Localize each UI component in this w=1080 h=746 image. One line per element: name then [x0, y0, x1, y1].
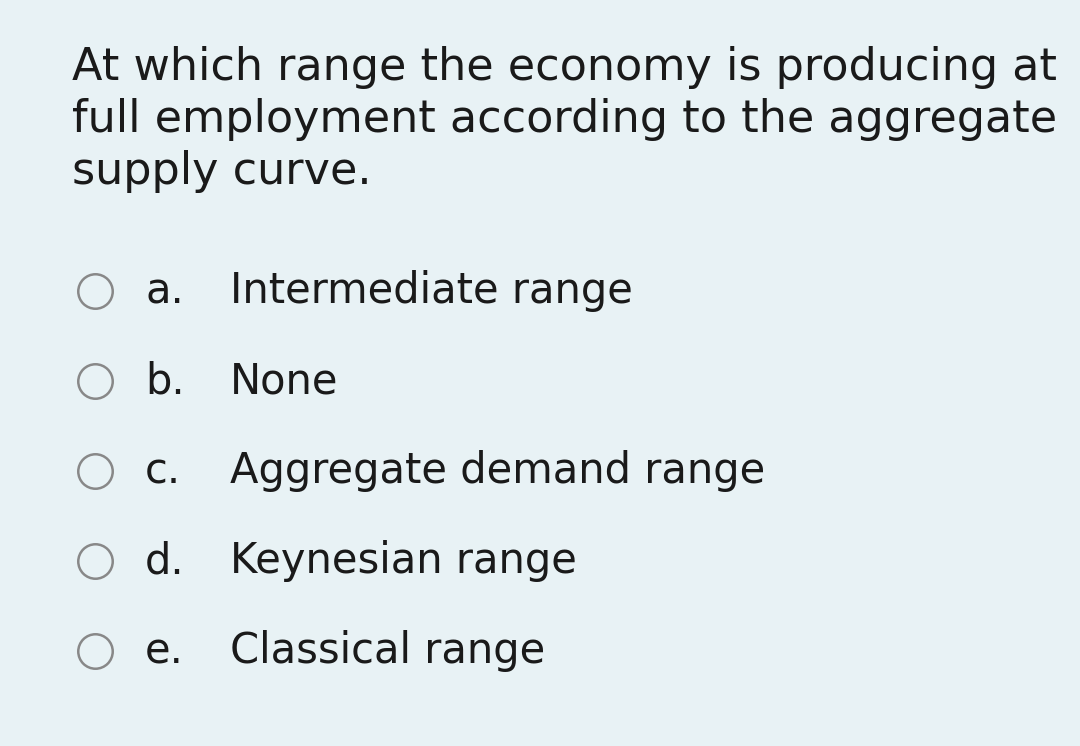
- Point: [86, 465, 104, 477]
- Point: [86, 645, 104, 657]
- Text: c.: c.: [145, 450, 181, 492]
- Text: None: None: [230, 360, 338, 402]
- Text: Intermediate range: Intermediate range: [230, 270, 633, 312]
- Text: At which range the economy is producing at: At which range the economy is producing …: [72, 46, 1057, 89]
- Text: a.: a.: [145, 270, 184, 312]
- Point: [86, 555, 104, 567]
- Text: Aggregate demand range: Aggregate demand range: [230, 450, 766, 492]
- Text: Keynesian range: Keynesian range: [230, 540, 577, 582]
- Text: b.: b.: [145, 360, 185, 402]
- Text: full employment according to the aggregate: full employment according to the aggrega…: [72, 98, 1057, 141]
- Text: e.: e.: [145, 630, 184, 672]
- Text: Classical range: Classical range: [230, 630, 545, 672]
- Point: [86, 285, 104, 297]
- Text: d.: d.: [145, 540, 185, 582]
- Point: [86, 375, 104, 387]
- Text: supply curve.: supply curve.: [72, 150, 372, 193]
